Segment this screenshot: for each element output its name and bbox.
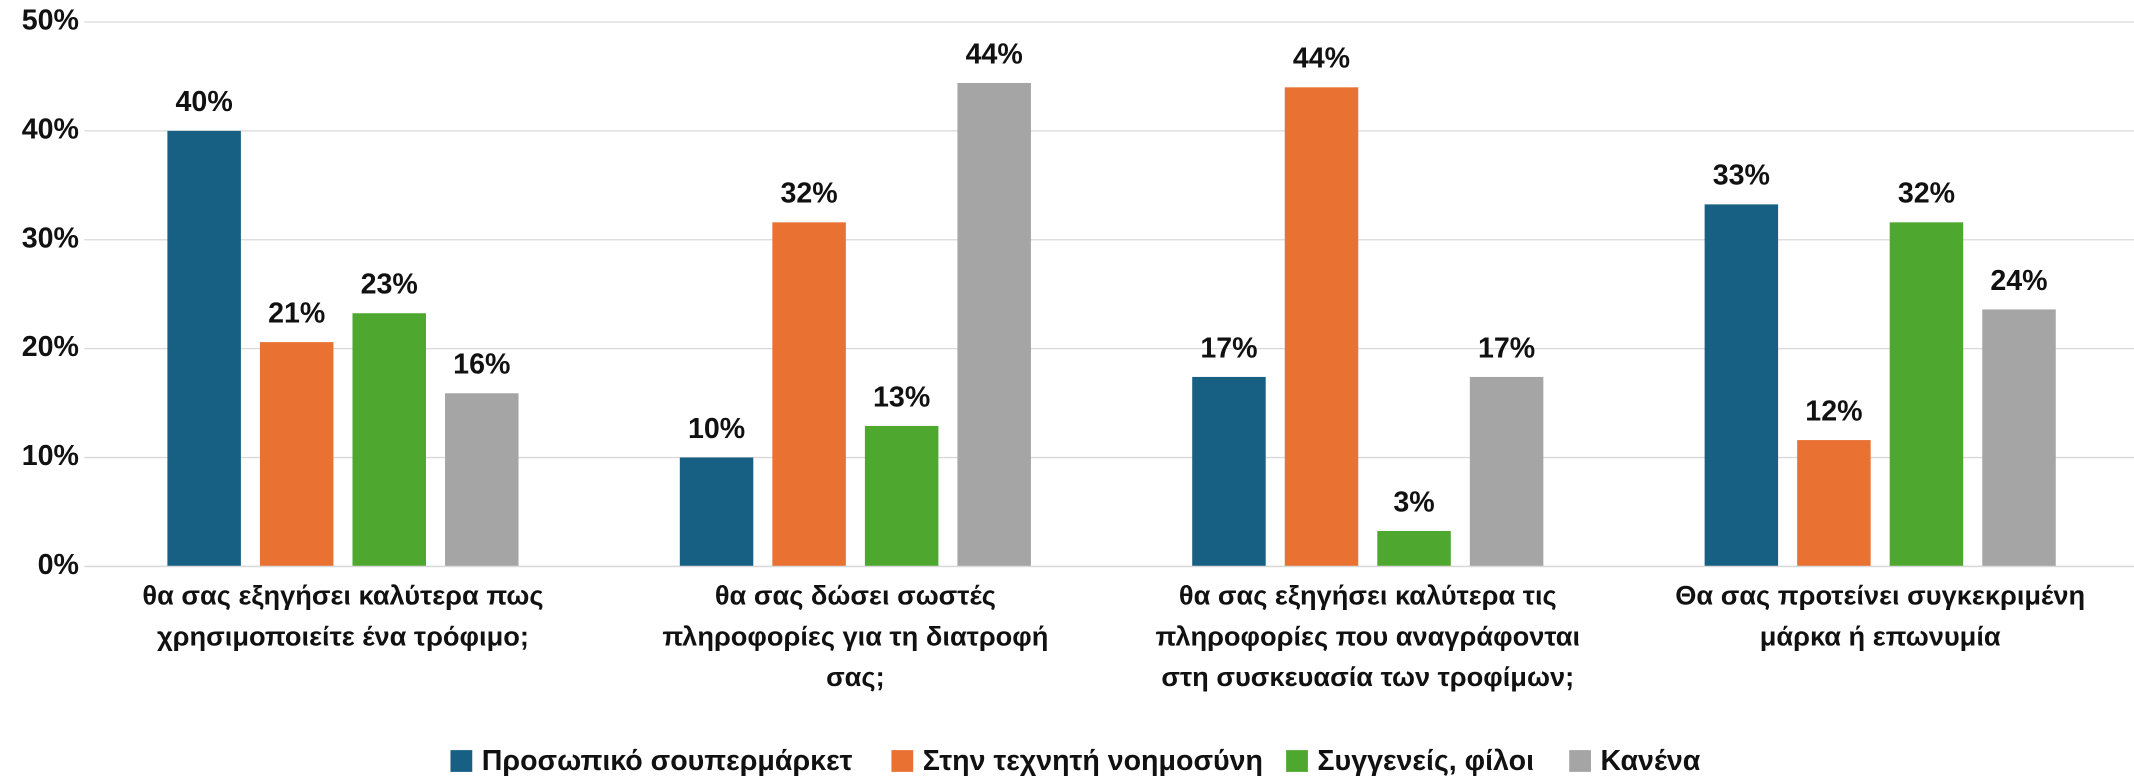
bar [259, 342, 334, 567]
data-label: 17% [1478, 332, 1535, 364]
data-label: 21% [268, 297, 325, 329]
data-label: 12% [1805, 395, 1862, 427]
data-label: 3% [1393, 486, 1434, 518]
data-label: 17% [1200, 332, 1257, 364]
legend-swatch [450, 750, 473, 772]
bar [1284, 87, 1359, 567]
data-label: 33% [1713, 160, 1770, 192]
y-tick-label: 40% [22, 113, 79, 145]
legend-swatch [1569, 750, 1591, 772]
x-tick-label-box: Θα σας προτείνει συγκεκριμένη μάρκα ή επ… [1675, 581, 2086, 653]
x-tick-label: θα σας δώσει σωστές πληροφορίες για τη δ… [662, 581, 1049, 693]
x-tick-label: Θα σας προτείνει συγκεκριμένη μάρκα ή επ… [1675, 581, 2086, 653]
bar [679, 457, 754, 567]
y-tick-label: 20% [22, 331, 79, 363]
x-tick-label-box: θα σας εξηγήσει καλύτερα τις πληροφορίες… [1155, 581, 1581, 693]
x-tick-label: θα σας εξηγήσει καλύτερα τις πληροφορίες… [1155, 581, 1581, 693]
bar [1377, 530, 1451, 567]
legend-label: Συγγενείς, φίλοι [1317, 745, 1534, 777]
data-label: 32% [1898, 178, 1955, 210]
legend-swatch [891, 750, 914, 772]
legend-label: Στην τεχνητή νοημοσύνη [923, 745, 1263, 777]
legend-label: Προσωπικό σουπερμάρκετ [482, 745, 853, 777]
bar [957, 82, 1031, 567]
bar [864, 425, 939, 567]
data-label: 40% [176, 86, 233, 118]
legend-swatch [1286, 750, 1308, 772]
bar [1889, 222, 1964, 567]
y-tick-label: 10% [22, 440, 79, 472]
bar [167, 130, 241, 567]
data-label: 23% [361, 269, 418, 301]
data-label: 24% [1990, 265, 2047, 297]
x-tick-label: θα σας εξηγήσει καλύτερα πως χρησιμοποιε… [142, 581, 544, 653]
x-tick-label-box: θα σας εξηγήσει καλύτερα πως χρησιμοποιε… [142, 581, 544, 653]
data-label: 10% [688, 413, 745, 445]
data-label: 32% [780, 178, 837, 210]
data-label: 16% [453, 349, 510, 381]
bar [445, 393, 519, 567]
y-tick-label: 50% [22, 5, 79, 37]
y-tick-label: 30% [22, 222, 79, 254]
data-label: 13% [873, 381, 930, 413]
data-label: 44% [1293, 43, 1350, 75]
bar [1982, 309, 2056, 567]
x-tick-label-box: θα σας δώσει σωστές πληροφορίες για τη δ… [662, 581, 1049, 693]
bar [352, 313, 426, 567]
y-tick-label: 0% [38, 549, 79, 581]
bar [1797, 440, 1871, 567]
data-label: 44% [966, 38, 1023, 70]
bar [772, 222, 846, 567]
bar [1192, 376, 1266, 567]
bar [1704, 204, 1779, 567]
bar [1469, 376, 1544, 567]
legend-label: Κανένα [1601, 745, 1701, 777]
